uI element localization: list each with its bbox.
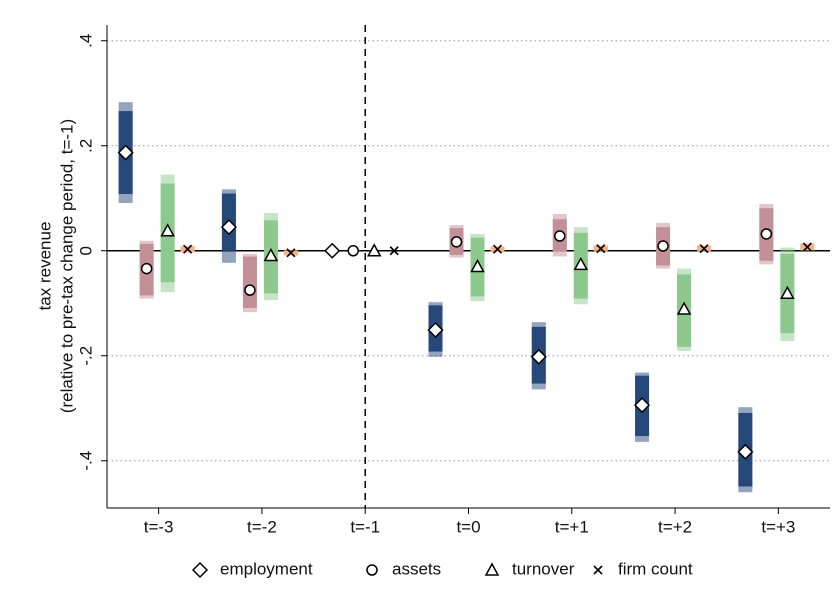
x-tick-label: t=-1 xyxy=(350,517,380,536)
x-tick-label: t=-2 xyxy=(247,517,277,536)
marker xyxy=(530,348,547,365)
marker xyxy=(593,565,603,575)
marker xyxy=(160,223,175,237)
y-tick-label: .4 xyxy=(76,34,95,48)
x-tick-label: t=-3 xyxy=(144,517,174,536)
marker xyxy=(366,243,382,257)
marker xyxy=(492,244,503,254)
marker xyxy=(427,321,444,339)
legend-label: employment xyxy=(220,559,313,578)
ci-inner xyxy=(242,256,257,308)
marker xyxy=(699,244,709,254)
x-tick-label: t=+1 xyxy=(555,517,589,536)
marker xyxy=(760,228,773,240)
y-tick-label: 0 xyxy=(76,246,95,255)
marker xyxy=(657,240,669,252)
marker xyxy=(324,242,341,259)
marker xyxy=(140,262,153,275)
marker xyxy=(117,144,134,161)
legend-label: turnover xyxy=(512,559,575,578)
marker xyxy=(802,242,812,252)
marker xyxy=(286,248,296,258)
marker xyxy=(263,247,279,262)
legend-label: assets xyxy=(392,559,441,578)
marker xyxy=(596,244,606,254)
x-tick-label: t=+2 xyxy=(658,517,692,536)
marker xyxy=(780,285,795,300)
marker xyxy=(676,301,692,315)
marker xyxy=(573,256,589,271)
marker xyxy=(470,258,485,273)
marker xyxy=(220,219,237,236)
marker xyxy=(554,230,566,242)
legend-label: firm count xyxy=(618,559,693,578)
x-tick-label: t=+3 xyxy=(761,517,795,536)
marker xyxy=(484,562,500,576)
marker xyxy=(450,236,463,248)
marker xyxy=(389,246,399,256)
marker xyxy=(183,244,193,254)
y-axis-title: tax revenue xyxy=(35,222,54,311)
y-tick-label: -.4 xyxy=(76,451,95,471)
marker xyxy=(634,397,651,414)
marker xyxy=(366,564,378,576)
y-axis-title: (relative to pre-tax change period, t=-1… xyxy=(57,119,76,413)
x-tick-label: t=0 xyxy=(456,517,480,536)
marker xyxy=(244,284,256,296)
y-tick-label: .2 xyxy=(76,139,95,153)
marker xyxy=(347,245,359,257)
marker xyxy=(737,443,754,460)
marker xyxy=(191,561,209,579)
y-tick-label: -.2 xyxy=(76,346,95,366)
